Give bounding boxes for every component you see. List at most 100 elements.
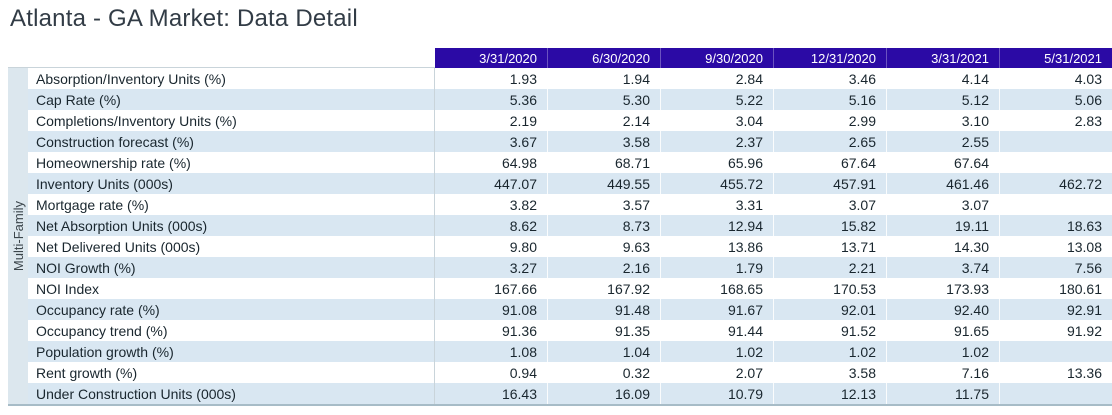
row-label[interactable]: Under Construction Units (000s) (28, 383, 435, 404)
value-cell[interactable]: 2.37 (660, 131, 773, 152)
value-cell[interactable]: 13.36 (999, 362, 1112, 383)
value-cell[interactable]: 9.80 (509, 238, 537, 255)
value-cell[interactable] (999, 194, 1112, 215)
value-cell[interactable]: 2.16 (547, 257, 660, 278)
row-label[interactable]: Inventory Units (000s) (28, 173, 435, 194)
value-cell[interactable]: 10.79 (660, 383, 773, 404)
value-cell[interactable]: 92.01 (773, 299, 886, 320)
value-cell[interactable]: 167.66 (494, 280, 537, 297)
category-label[interactable]: Multi-Family (10, 200, 26, 272)
column-header-date[interactable]: 5/31/2021 (999, 48, 1112, 68)
value-cell[interactable]: 91.35 (547, 320, 660, 341)
value-cell[interactable]: 0.32 (547, 362, 660, 383)
value-cell[interactable]: 1.79 (660, 257, 773, 278)
value-cell[interactable]: 455.72 (660, 173, 773, 194)
value-cell[interactable]: 12.13 (773, 383, 886, 404)
value-cell[interactable]: 3.57 (547, 194, 660, 215)
value-cell[interactable]: 92.91 (999, 299, 1112, 320)
value-cell[interactable]: 4.03 (999, 68, 1112, 89)
value-cell[interactable]: 8.62 (509, 217, 537, 234)
value-cell[interactable]: 1.94 (547, 68, 660, 89)
row-label[interactable]: Absorption/Inventory Units (%) (28, 68, 435, 89)
value-cell[interactable]: 1.02 (773, 341, 886, 362)
value-cell[interactable]: 5.12 (886, 89, 999, 110)
value-cell[interactable]: 91.92 (999, 320, 1112, 341)
value-cell[interactable]: 3.58 (773, 362, 886, 383)
value-cell[interactable]: 173.93 (886, 278, 999, 299)
value-cell[interactable]: 91.52 (773, 320, 886, 341)
value-cell[interactable]: 3.67 (509, 133, 537, 150)
value-cell[interactable]: 16.09 (547, 383, 660, 404)
value-cell[interactable]: 13.86 (660, 236, 773, 257)
column-header-date[interactable]: 9/30/2020 (660, 48, 773, 68)
row-label[interactable]: Occupancy rate (%) (28, 299, 435, 320)
value-cell[interactable]: 19.11 (886, 215, 999, 236)
row-label[interactable]: Completions/Inventory Units (%) (28, 110, 435, 131)
value-cell[interactable]: 1.02 (886, 341, 999, 362)
value-cell[interactable]: 462.72 (999, 173, 1112, 194)
value-cell[interactable]: 68.71 (547, 152, 660, 173)
value-cell[interactable]: 91.65 (886, 320, 999, 341)
value-cell[interactable]: 13.71 (773, 236, 886, 257)
value-cell[interactable]: 457.91 (773, 173, 886, 194)
column-header-date[interactable]: 12/31/2020 (773, 48, 886, 68)
value-cell[interactable]: 447.07 (494, 175, 537, 192)
value-cell[interactable]: 16.43 (501, 385, 537, 402)
value-cell[interactable]: 5.36 (509, 91, 537, 108)
row-label[interactable]: Rent growth (%) (28, 362, 435, 383)
value-cell[interactable]: 1.08 (509, 343, 537, 360)
value-cell[interactable]: 1.02 (660, 341, 773, 362)
value-cell[interactable]: 3.46 (773, 68, 886, 89)
value-cell[interactable]: 65.96 (660, 152, 773, 173)
value-cell[interactable]: 3.10 (886, 110, 999, 131)
row-label[interactable]: Mortgage rate (%) (28, 194, 435, 215)
value-cell[interactable]: 1.93 (509, 70, 537, 87)
value-cell[interactable]: 9.63 (547, 236, 660, 257)
value-cell[interactable]: 14.30 (886, 236, 999, 257)
value-cell[interactable]: 180.61 (999, 278, 1112, 299)
row-label[interactable]: Occupancy trend (%) (28, 320, 435, 341)
value-cell[interactable]: 91.48 (547, 299, 660, 320)
value-cell[interactable]: 67.64 (773, 152, 886, 173)
row-label[interactable]: Homeownership rate (%) (28, 152, 435, 173)
value-cell[interactable] (999, 341, 1112, 362)
value-cell[interactable]: 5.30 (547, 89, 660, 110)
column-header-date[interactable]: 3/31/2020 (435, 48, 547, 68)
value-cell[interactable]: 1.04 (547, 341, 660, 362)
value-cell[interactable] (999, 383, 1112, 404)
row-label[interactable]: NOI Index (28, 278, 435, 299)
value-cell[interactable]: 170.53 (773, 278, 886, 299)
value-cell[interactable]: 2.19 (509, 112, 537, 129)
value-cell[interactable]: 2.84 (660, 68, 773, 89)
value-cell[interactable]: 2.14 (547, 110, 660, 131)
value-cell[interactable]: 64.98 (501, 154, 537, 171)
value-cell[interactable]: 3.82 (509, 196, 537, 213)
row-label[interactable]: Net Delivered Units (000s) (28, 236, 435, 257)
value-cell[interactable]: 92.40 (886, 299, 999, 320)
value-cell[interactable]: 7.56 (999, 257, 1112, 278)
value-cell[interactable]: 18.63 (999, 215, 1112, 236)
value-cell[interactable]: 167.92 (547, 278, 660, 299)
value-cell[interactable]: 3.27 (509, 259, 537, 276)
value-cell[interactable]: 2.21 (773, 257, 886, 278)
value-cell[interactable] (999, 152, 1112, 173)
row-label[interactable]: Net Absorption Units (000s) (28, 215, 435, 236)
row-label[interactable]: Construction forecast (%) (28, 131, 435, 152)
value-cell[interactable]: 13.08 (999, 236, 1112, 257)
value-cell[interactable]: 5.16 (773, 89, 886, 110)
value-cell[interactable]: 11.75 (886, 383, 999, 404)
column-header-date[interactable]: 6/30/2020 (547, 48, 660, 68)
value-cell[interactable]: 7.16 (886, 362, 999, 383)
value-cell[interactable]: 91.67 (660, 299, 773, 320)
value-cell[interactable]: 168.65 (660, 278, 773, 299)
value-cell[interactable]: 3.74 (886, 257, 999, 278)
value-cell[interactable]: 3.07 (773, 194, 886, 215)
row-label[interactable]: NOI Growth (%) (28, 257, 435, 278)
value-cell[interactable]: 2.99 (773, 110, 886, 131)
value-cell[interactable]: 12.94 (660, 215, 773, 236)
row-label[interactable]: Population growth (%) (28, 341, 435, 362)
value-cell[interactable]: 5.22 (660, 89, 773, 110)
value-cell[interactable]: 8.73 (547, 215, 660, 236)
value-cell[interactable]: 3.04 (660, 110, 773, 131)
value-cell[interactable]: 5.06 (999, 89, 1112, 110)
